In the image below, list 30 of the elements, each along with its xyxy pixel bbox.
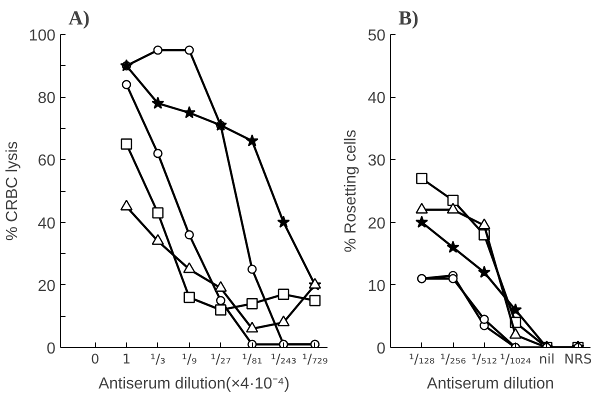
x-tick-label: 1 [122,352,131,368]
chart-title: A) [68,8,90,30]
x-tick-label: ¹/₂₇ [210,352,231,368]
x-tick-label: ¹/₇₂₉ [302,352,328,368]
y-tick-label: 30 [368,152,386,170]
y-axis-title: % Rosetting cells [342,130,360,252]
y-tick-label: 60 [38,152,56,170]
x-tick-label: 0 [90,352,100,368]
y-tick-label: 40 [38,215,56,232]
x-tick-label: ¹/₈₁ [242,352,262,368]
y-tick-label: 20 [38,278,56,295]
y-tick-label: 10 [368,278,386,295]
chart-title: B) [398,8,418,30]
y-axis-title: % CRBC lysis [4,141,21,241]
x-axis-title: Antiserum dilution(×4·10⁻⁴) [98,376,290,392]
y-tick-label: 100 [28,28,56,44]
y-tick-label: 80 [38,90,56,108]
x-tick-label: ¹/₃ [150,352,166,368]
x-tick-label: ¹/₂₅₆ [440,352,466,368]
y-tick-label: 50 [368,28,386,44]
x-tick-label: NRS [564,352,592,368]
x-tick-label: ¹/₅₁₂ [471,352,498,368]
x-tick-label: ¹/₉ [182,352,197,368]
x-tick-label: nil [538,352,555,368]
x-tick-label: ¹/₂₄₃ [270,352,296,368]
x-tick-label: ¹/₁₀₂₄ [500,352,532,368]
y-tick-label: 40 [368,90,386,108]
x-tick-label: ¹/₁₂₈ [408,352,435,368]
y-tick-label: 20 [368,215,386,232]
x-axis-title: Antiserum dilution [426,376,554,392]
